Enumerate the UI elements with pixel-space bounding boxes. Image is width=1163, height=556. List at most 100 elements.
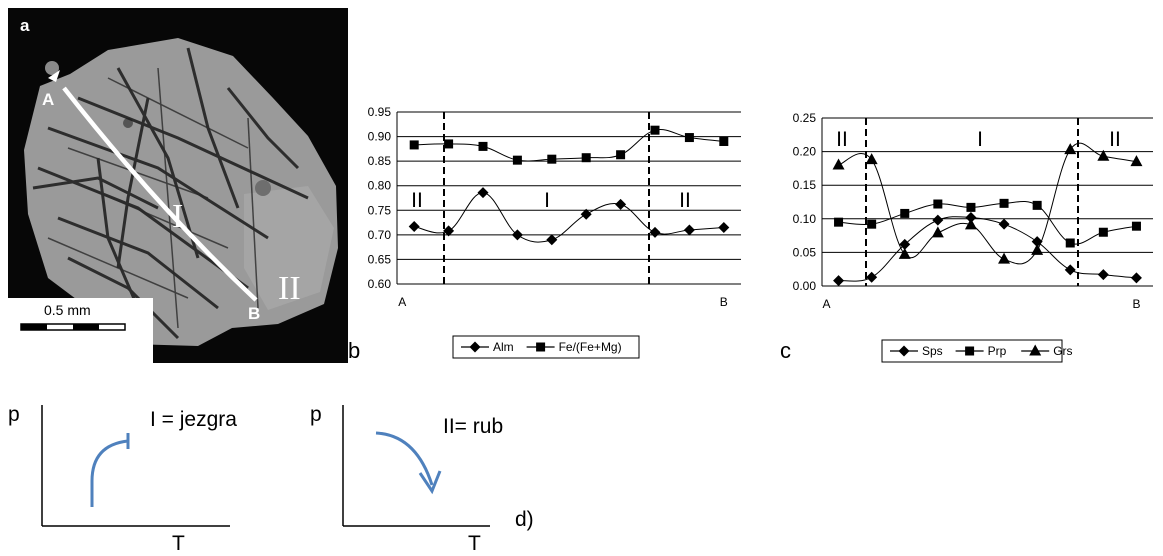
pt-diagram-core <box>41 405 230 527</box>
arrow-head-rim <box>418 470 442 495</box>
scale-bar-box: 0.5 mm <box>8 298 153 363</box>
data-point <box>965 211 977 223</box>
data-point <box>616 150 626 160</box>
legend-marker <box>898 345 910 357</box>
data-point <box>834 217 844 227</box>
series-sps <box>833 211 1142 287</box>
legend-label: Sps <box>922 344 943 358</box>
data-point <box>898 247 911 259</box>
legend-marker <box>469 341 481 353</box>
zone-label: II <box>411 189 423 212</box>
zone-label: I <box>977 128 983 151</box>
data-point <box>718 221 730 233</box>
y-tick-label: 0.10 <box>793 212 817 226</box>
y-tick-label: 0.80 <box>368 179 392 193</box>
data-point <box>865 153 878 165</box>
data-point <box>933 199 943 209</box>
data-point <box>900 208 910 218</box>
data-point <box>511 229 523 241</box>
y-tick-label: 0.15 <box>793 178 817 192</box>
pt-path-core <box>90 439 129 507</box>
x-end-label-b: B <box>1132 297 1140 311</box>
legend: Alm Fe/(Fe+Mg) <box>452 335 640 359</box>
data-point <box>409 140 419 150</box>
series-line <box>414 192 724 243</box>
x-end-label-a: A <box>398 295 406 309</box>
legend-item: Fe/(Fe+Mg) <box>526 340 622 354</box>
t-label-2: T <box>468 532 481 555</box>
rim-note: II= rub <box>443 415 504 438</box>
pt-diagrams <box>41 405 490 527</box>
data-point <box>1097 269 1109 281</box>
zone-rim-label: II <box>278 270 301 307</box>
data-point <box>443 225 455 237</box>
data-point <box>650 125 660 135</box>
series-line <box>838 200 1137 245</box>
data-point <box>580 208 592 220</box>
data-point <box>1131 221 1141 231</box>
panel-a-letter: a <box>20 16 30 35</box>
data-point <box>683 224 695 236</box>
zone-label: II <box>679 189 691 212</box>
point-b-label: B <box>248 304 261 323</box>
series-alm <box>408 187 730 246</box>
y-tick-label: 0.05 <box>793 245 817 259</box>
data-point <box>833 275 845 287</box>
y-tick-label: 0.25 <box>793 111 817 125</box>
data-point <box>931 226 944 238</box>
series-line <box>414 129 724 162</box>
legend-label: Prp <box>988 344 1007 358</box>
y-tick-label: 0.85 <box>368 154 392 168</box>
data-point <box>966 202 976 212</box>
series-fe-fe-mg- <box>409 125 729 165</box>
data-point <box>1064 143 1077 155</box>
scale-bar <box>20 323 126 331</box>
legend-label: Grs <box>1053 344 1072 358</box>
data-point <box>867 219 877 229</box>
series-grs <box>832 142 1143 265</box>
series-prp <box>834 198 1141 248</box>
panel-b-letter: b <box>348 338 361 363</box>
point-a-label: A <box>42 90 55 109</box>
series-line <box>838 216 1137 282</box>
data-point <box>477 187 489 199</box>
data-point <box>998 252 1011 264</box>
legend-item: Alm <box>461 340 514 354</box>
core-note: I = jezgra <box>150 408 237 431</box>
data-point <box>684 133 694 143</box>
legend-item: Sps <box>890 344 943 358</box>
data-point <box>1098 227 1108 237</box>
data-point <box>512 155 522 165</box>
legend-item: Grs <box>1021 344 1073 358</box>
series-line <box>838 142 1137 265</box>
p-label-1: p <box>8 403 20 426</box>
data-point <box>719 136 729 146</box>
p-label-2: p <box>310 403 322 426</box>
panel-d-letter: d) <box>515 508 534 531</box>
legend-label: Fe/(Fe+Mg) <box>559 340 622 354</box>
data-point <box>444 139 454 149</box>
y-tick-label: 0.70 <box>368 228 392 242</box>
x-end-label-a: A <box>823 297 831 311</box>
t-label-1: T <box>172 532 185 555</box>
data-point <box>866 271 878 283</box>
data-point <box>1130 272 1142 284</box>
data-point <box>832 158 845 170</box>
zone-core-label: I <box>172 198 184 235</box>
legend-label: Alm <box>493 340 514 354</box>
y-tick-label: 0.20 <box>793 145 817 159</box>
legend-marker <box>965 346 975 356</box>
panel-c-letter: c <box>780 338 791 363</box>
data-point <box>1130 155 1143 167</box>
garnet-photo: a A B I II 0.5 mm <box>8 8 348 363</box>
data-point <box>478 141 488 151</box>
y-tick-label: 0.00 <box>793 279 817 293</box>
x-end-label-b: B <box>720 295 728 309</box>
y-tick-label: 0.60 <box>368 277 392 291</box>
zone-label: II <box>1109 128 1121 151</box>
y-tick-label: 0.75 <box>368 203 392 217</box>
legend: Sps Prp Grs <box>881 339 1073 363</box>
legend-marker <box>1029 344 1042 356</box>
data-point <box>999 198 1009 208</box>
